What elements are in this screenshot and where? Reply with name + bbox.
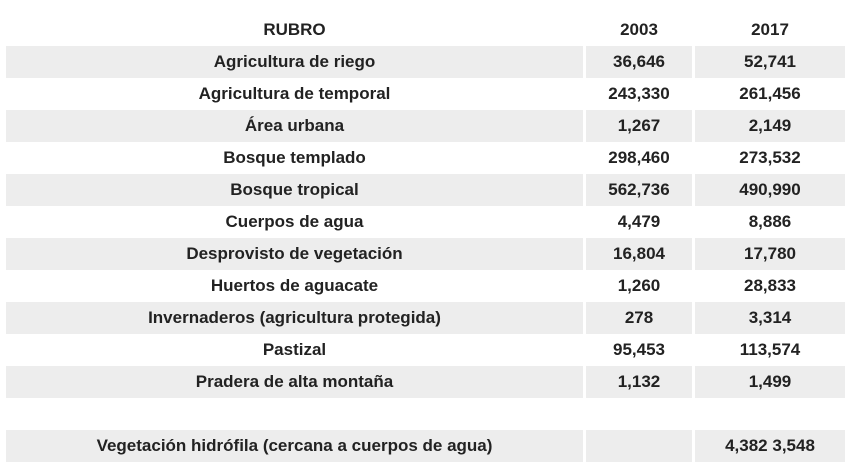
table-row: Área urbana 1,267 2,149 [6,110,845,142]
row-value-2017: 490,990 [695,174,845,206]
table-row: Invernaderos (agricultura protegida) 278… [6,302,845,334]
row-label: Invernaderos (agricultura protegida) [6,302,583,334]
row-value-2003: 16,804 [586,238,692,270]
row-value-2017: 261,456 [739,84,801,103]
row-value-2003: 562,736 [586,174,692,206]
header-2003: 2003 [620,20,658,39]
row-value-2017: 17,780 [695,238,845,270]
row-label: Vegetación hidrófila (cercana a cuerpos … [6,430,583,462]
row-value-2017: 52,741 [695,46,845,78]
row-value-2017: 3,314 [695,302,845,334]
row-value-2017: 2,149 [695,110,845,142]
table-row: Desprovisto de vegetación 16,804 17,780 [6,238,845,270]
table-row: Pastizal 95,453 113,574 [6,334,845,366]
row-value-2017: 113,574 [739,340,801,359]
row-value-2003: 1,267 [586,110,692,142]
table-row: Agricultura de temporal 243,330 261,456 [6,78,845,110]
header-2017: 2017 [751,20,789,39]
table-spacer-row [6,398,845,430]
row-value-2003: 1,132 [586,366,692,398]
row-label: Agricultura de temporal [198,84,391,103]
row-label: Bosque templado [223,148,366,167]
row-value-2003: 1,260 [617,276,661,295]
table-row: Bosque templado 298,460 273,532 [6,142,845,174]
row-value-2003: 4,479 [617,212,661,231]
table-row: Pradera de alta montaña 1,132 1,499 [6,366,845,398]
row-label: Área urbana [6,110,583,142]
table-row: Vegetación hidrófila (cercana a cuerpos … [6,430,845,462]
table-row: Bosque tropical 562,736 490,990 [6,174,845,206]
row-value-2003: 278 [586,302,692,334]
table-row: Huertos de aguacate 1,260 28,833 [6,270,845,302]
row-value-2003: 243,330 [608,84,670,103]
row-value-2017: 8,886 [748,212,792,231]
row-value-2017: 273,532 [739,148,801,167]
header-rubro: RUBRO [263,20,326,39]
table-row: Agricultura de riego 36,646 52,741 [6,46,845,78]
row-label: Huertos de aguacate [210,276,379,295]
table-row: Cuerpos de agua 4,479 8,886 [6,206,845,238]
row-label: Agricultura de riego [6,46,583,78]
table-header-row: RUBRO 2003 2017 [6,14,845,46]
row-value-2003: 298,460 [608,148,670,167]
row-value-2017: 28,833 [744,276,796,295]
row-label: Bosque tropical [6,174,583,206]
row-label: Pastizal [262,340,327,359]
row-label: Cuerpos de agua [225,212,364,231]
row-value-2003: 36,646 [586,46,692,78]
row-label: Pradera de alta montaña [6,366,583,398]
land-use-table: RUBRO 2003 2017 Agricultura de riego 36,… [6,14,845,462]
row-value-2003: 95,453 [613,340,665,359]
row-value-2017: 4,382 3,548 [695,430,845,462]
row-value-2003 [586,430,692,462]
row-label: Desprovisto de vegetación [6,238,583,270]
row-value-2017: 1,499 [695,366,845,398]
